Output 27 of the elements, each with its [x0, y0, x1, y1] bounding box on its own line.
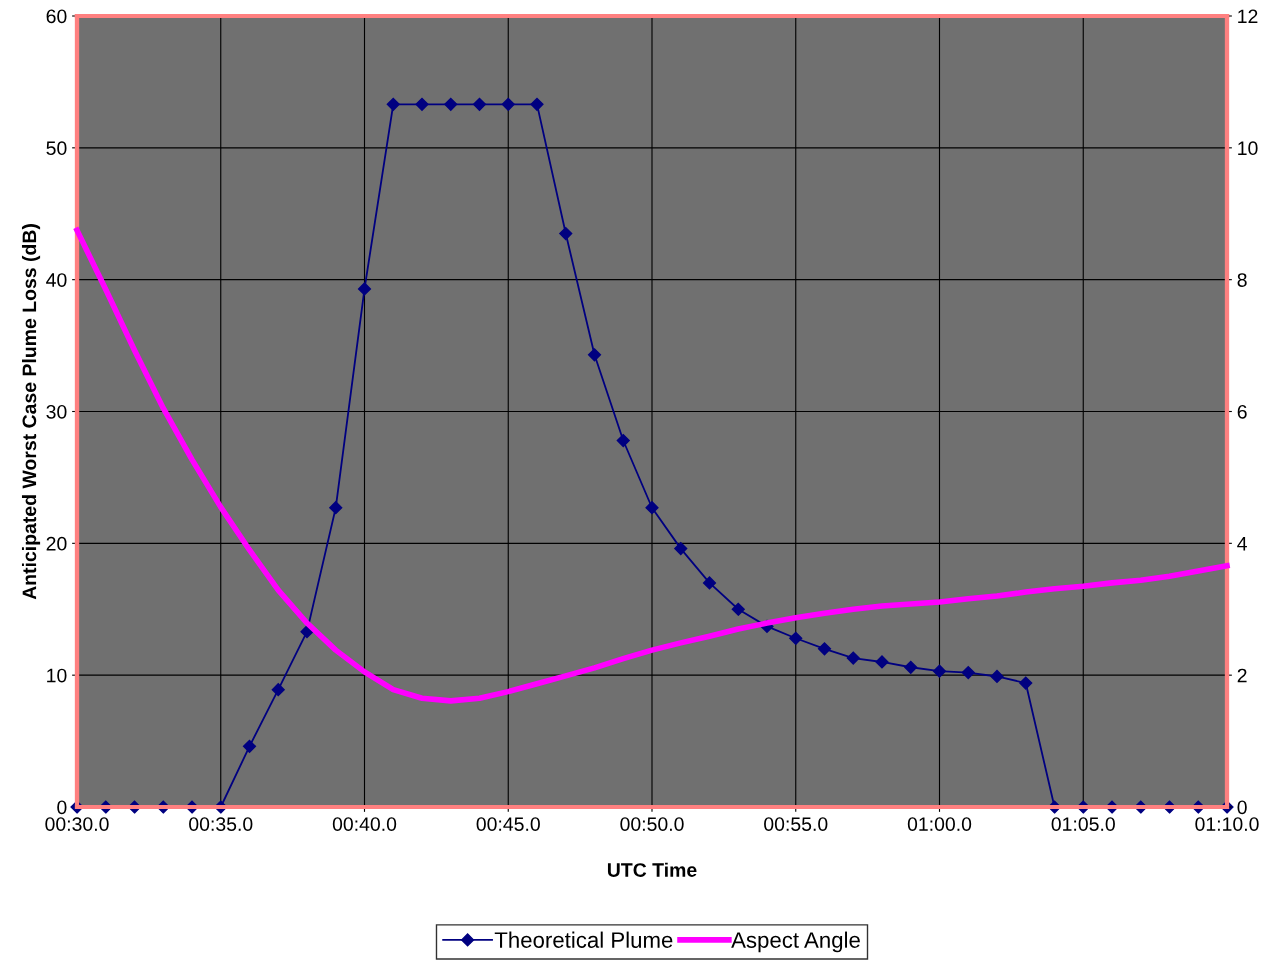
y-tick-label: 30 [46, 404, 67, 419]
x-tick-label: 00:35.0 [189, 817, 253, 831]
legend-label: Aspect Angle [731, 931, 860, 953]
x-tick-label: 00:55.0 [764, 817, 828, 831]
y-axis-title: Anticipated Worst Case Plume Loss (dB) [21, 224, 41, 600]
y-tick-label: 60 [46, 9, 67, 24]
x-axis-title: UTC Time [607, 862, 697, 877]
y-tick-label: 0 [57, 800, 67, 815]
y2-tick-label: 12 [1238, 9, 1258, 24]
x-tick-label: 01:05.0 [1051, 817, 1115, 831]
x-tick-label: 00:45.0 [476, 817, 540, 831]
y-tick-label: 20 [46, 536, 67, 551]
y2-tick-label: 0 [1237, 800, 1247, 815]
y2-tick-label: 6 [1237, 404, 1247, 419]
y2-tick-label: 2 [1237, 668, 1247, 683]
y2-tick-label: 10 [1238, 141, 1258, 156]
y-tick-label: 10 [47, 668, 67, 683]
x-tick-label: 00:50.0 [620, 817, 684, 831]
y-tick-label: 50 [46, 141, 67, 156]
x-tick-label: 00:40.0 [332, 817, 397, 831]
x-tick-label: 01:00.0 [907, 817, 972, 831]
legend-label: Theoretical Plume [494, 931, 673, 948]
y2-tick-label: 4 [1237, 537, 1247, 551]
x-tick-label: 00:30.0 [45, 817, 109, 831]
y-tick-label: 40 [46, 273, 67, 287]
x-tick-label: 01:10.0 [1195, 817, 1259, 831]
y2-tick-label: 8 [1237, 273, 1247, 287]
